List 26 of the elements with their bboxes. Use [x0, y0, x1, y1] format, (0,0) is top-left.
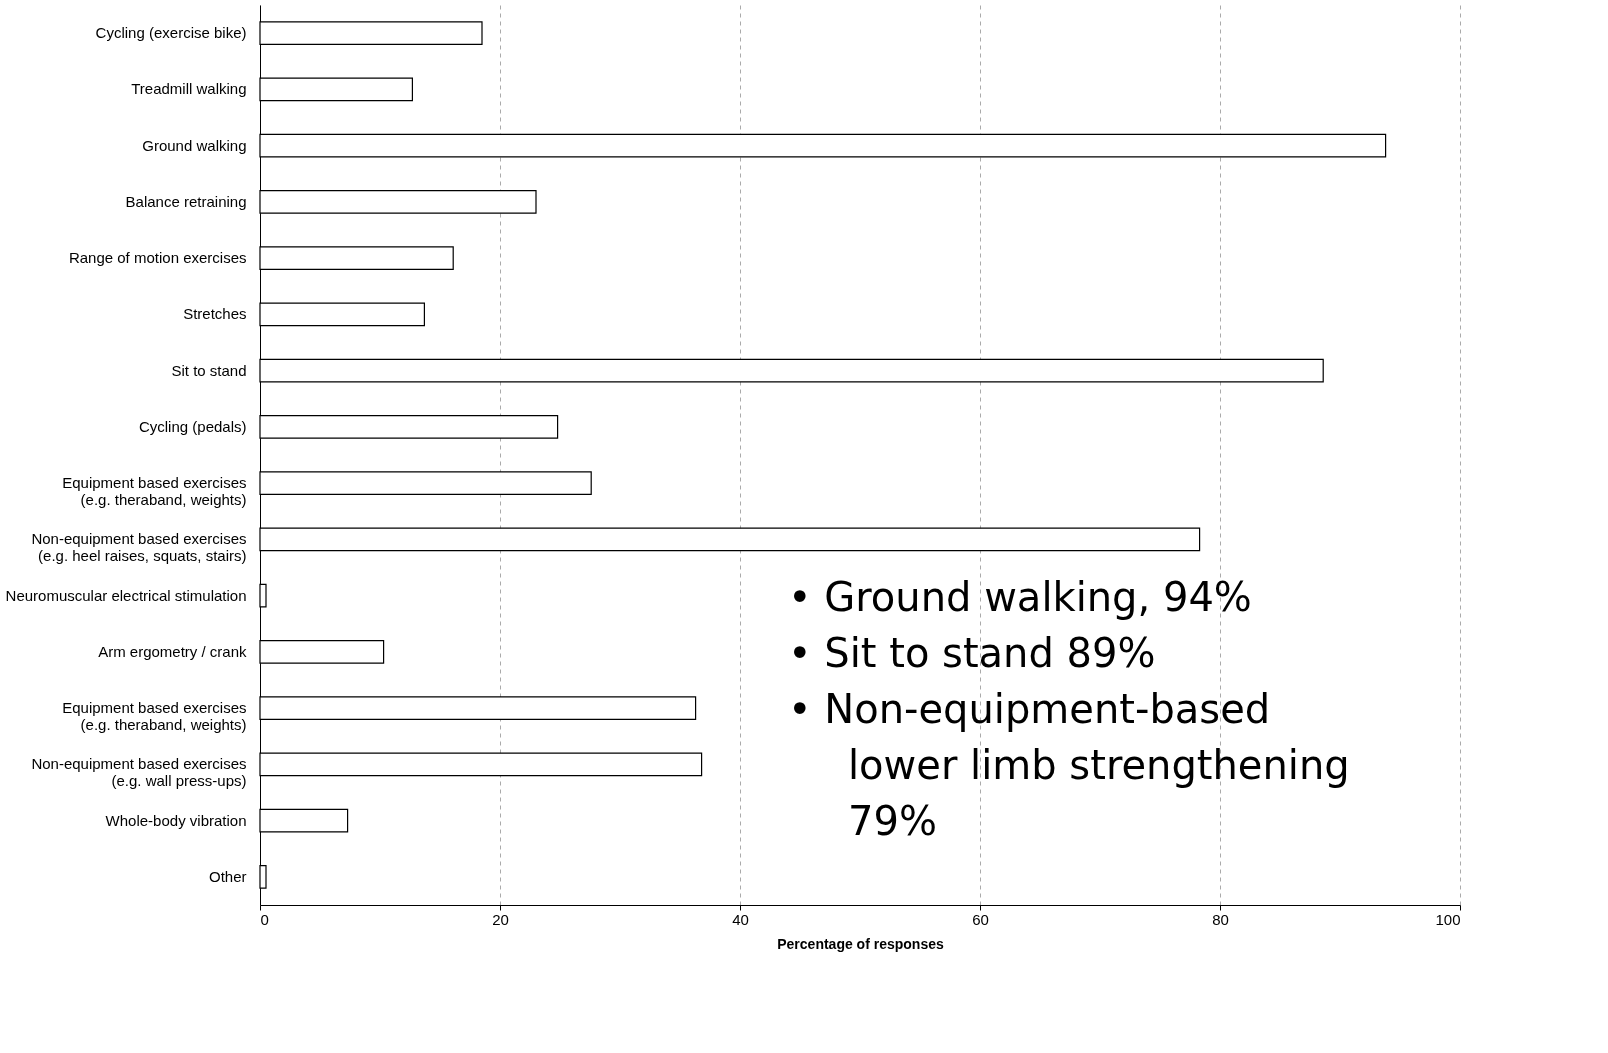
y-tick-label: Ground walking [142, 136, 247, 154]
y-tick-label: Stretches [183, 305, 247, 323]
y-tick-label: Treadmill walking [131, 80, 247, 98]
y-tick-label: Non-equipment based exercises (e.g. heel raises, squats, stairs) [31, 530, 247, 565]
x-tick-label: 80 [1212, 910, 1229, 928]
y-tick-label: Equipment based exercises (e.g. theraband, weights) [62, 699, 247, 734]
x-tick-label: 100 [1435, 910, 1461, 928]
y-tick-label: Sit to stand [171, 361, 247, 379]
y-tick-label: Whole-body vibration [105, 811, 247, 829]
y-tick-label: Cycling (pedals) [138, 417, 247, 435]
x-tick-label: 60 [972, 910, 989, 928]
y-tick-label: Range of motion exercises [68, 249, 247, 267]
annotation: • Ground walking, 94% [788, 574, 1252, 620]
x-tick-label: 20 [492, 910, 509, 928]
y-tick-label: Other [208, 867, 247, 885]
x-tick-label: 40 [732, 910, 749, 928]
annotation: • Non-equipment-based lower limb strengthening 79% [788, 686, 1350, 844]
annotation: • Sit to stand 89% [788, 630, 1156, 676]
x-axis-title: Percentage of responses [777, 935, 944, 952]
y-tick-label: Neuromuscular electrical stimulation [5, 586, 247, 604]
y-tick-label: Balance retraining [125, 192, 247, 210]
x-tick-label: 0 [260, 910, 269, 928]
y-tick-label: Non-equipment based exercises (e.g. wall press-ups) [31, 755, 247, 790]
y-tick-label: Arm ergometry / crank [98, 642, 247, 660]
y-tick-label: Equipment based exercises (e.g. theraband, weights) [62, 474, 247, 509]
y-tick-label: Cycling (exercise bike) [95, 24, 247, 42]
